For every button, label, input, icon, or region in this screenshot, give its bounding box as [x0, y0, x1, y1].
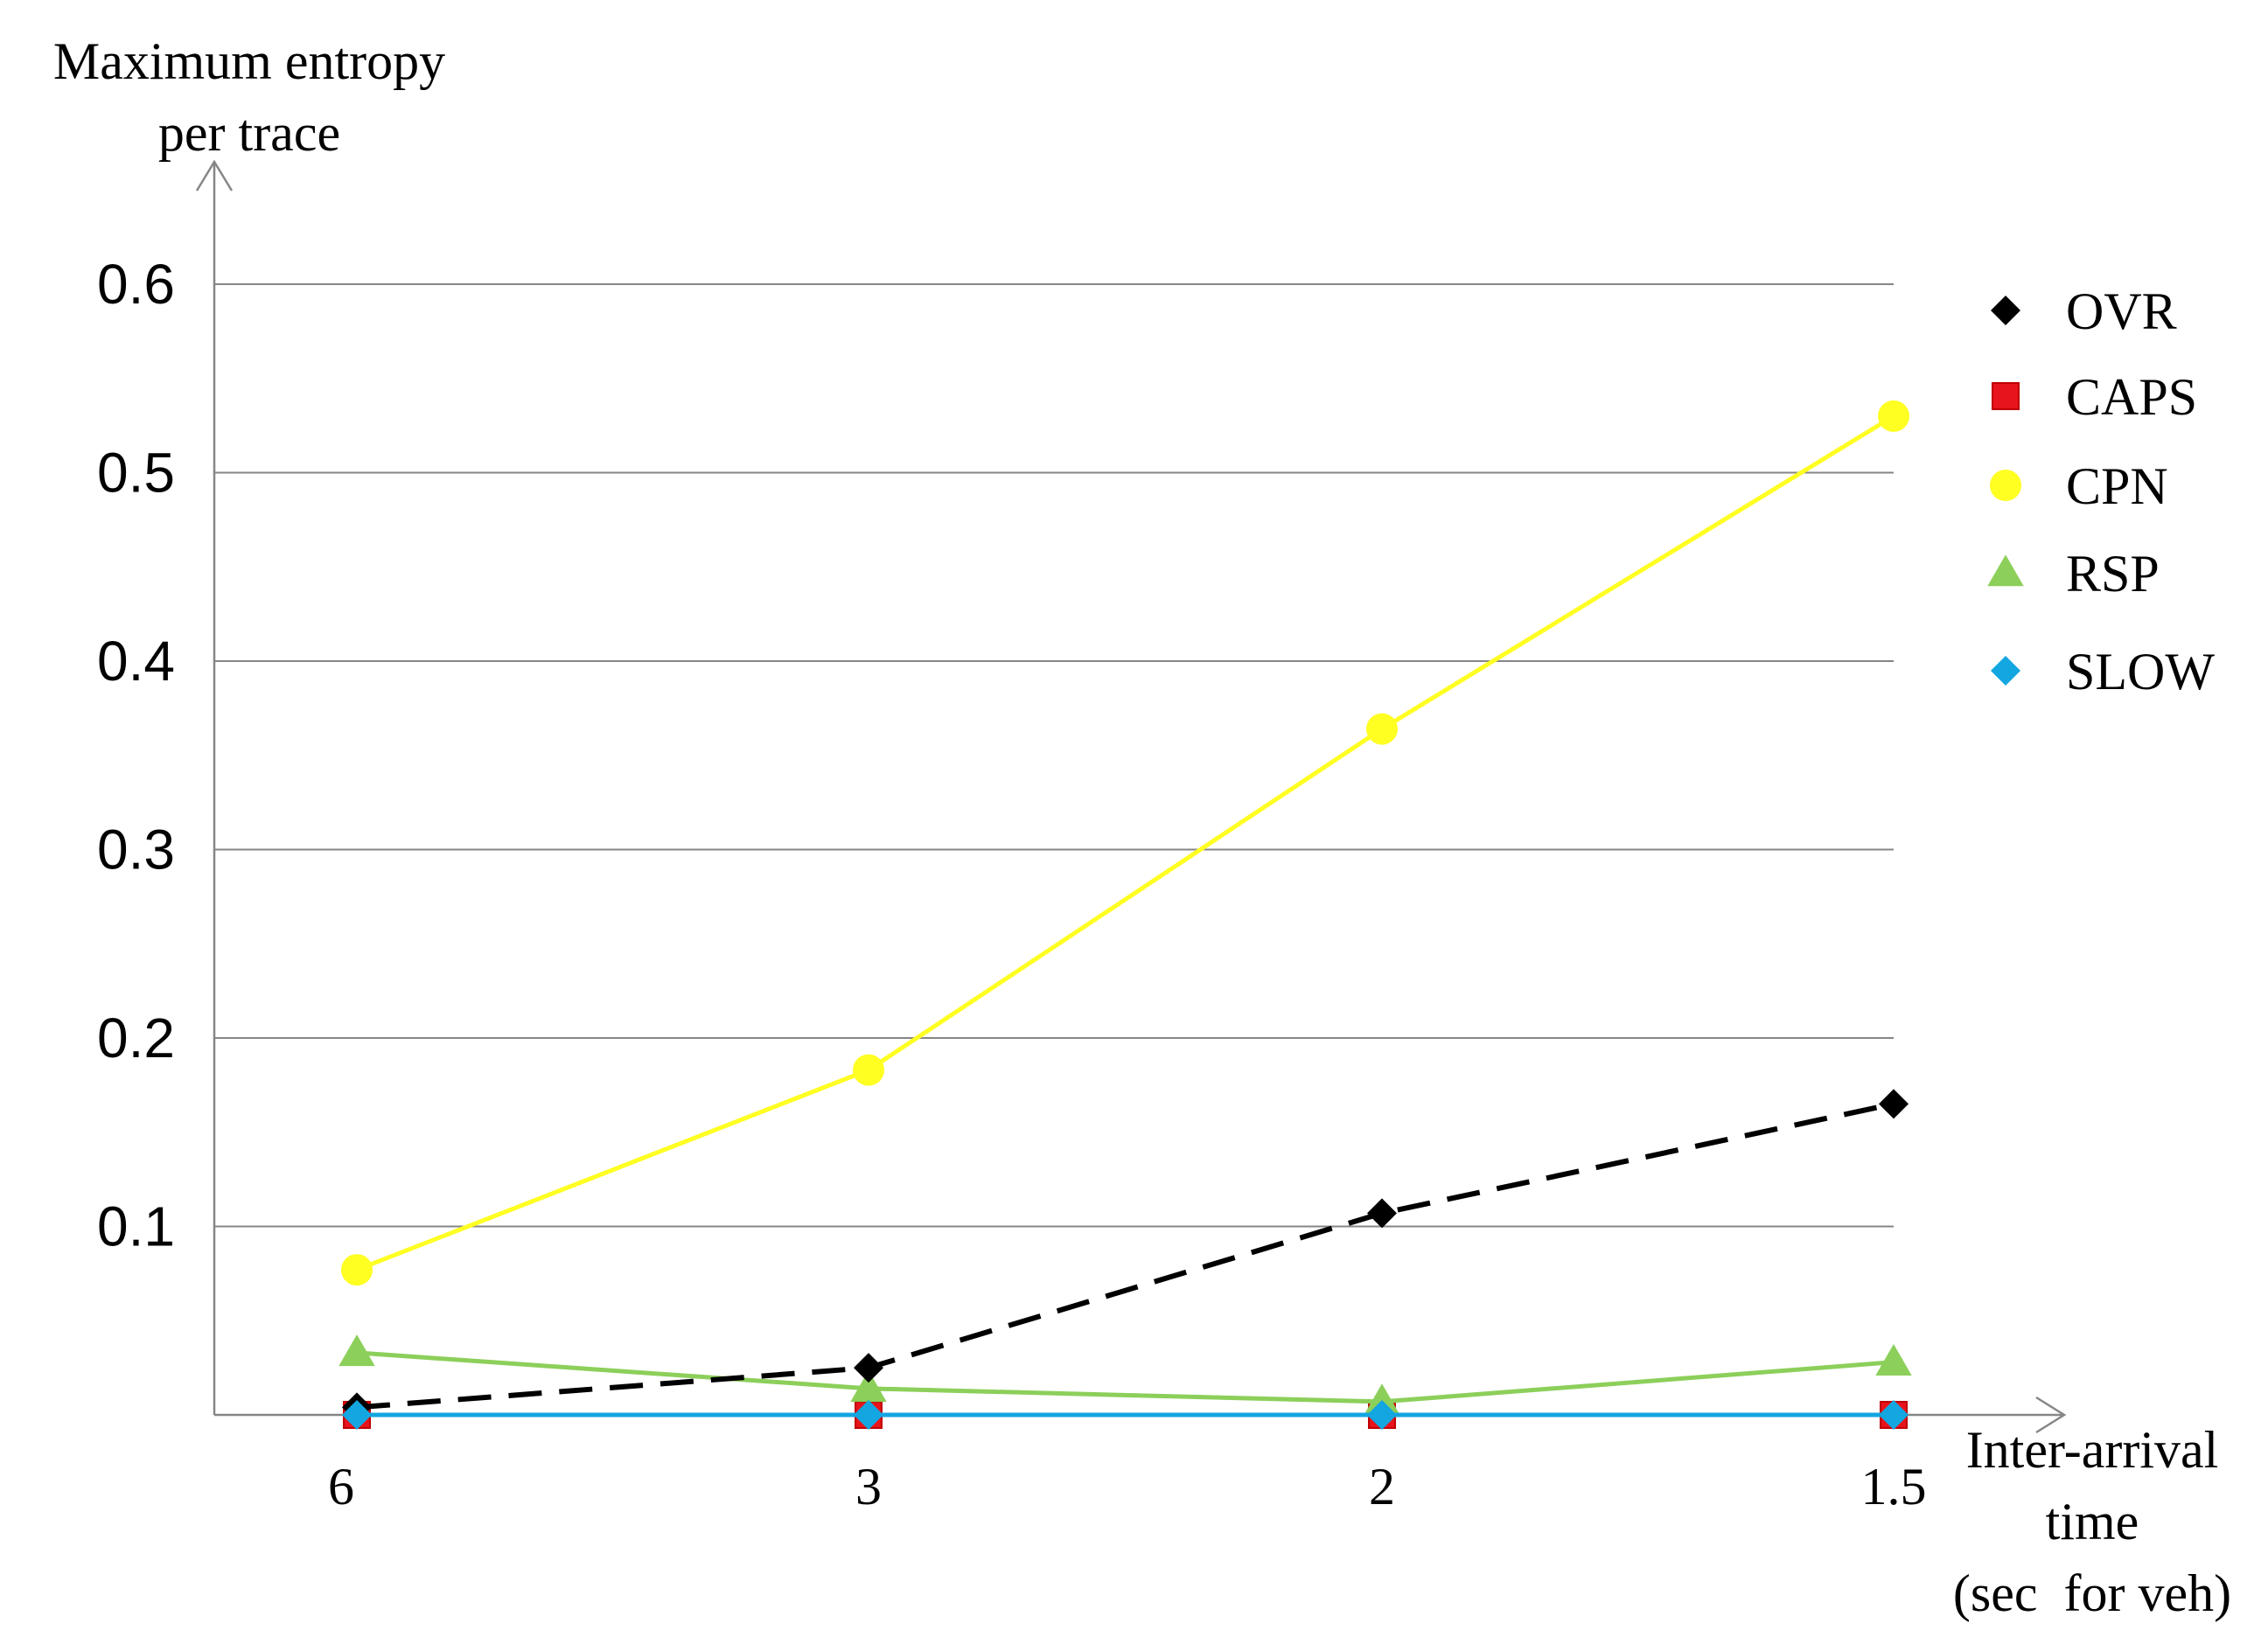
legend-marker-caps: [1992, 382, 2020, 410]
series-line: [356, 1350, 1895, 1404]
gridlines: [214, 283, 1894, 1228]
data-point: [1366, 713, 1398, 745]
y-tick-label: 0.4: [97, 630, 175, 693]
data-point: [1879, 1400, 1909, 1430]
data-point: [1367, 1400, 1397, 1430]
legend-label-caps: CAPS: [2066, 368, 2197, 426]
y-tick-label: 0.5: [97, 442, 175, 505]
data-point: [1367, 1198, 1397, 1229]
y-tick-label: 0.2: [97, 1007, 175, 1069]
legend-label-rsp: RSP: [2066, 545, 2160, 603]
data-point: [1878, 400, 1909, 432]
data-point: [338, 1334, 375, 1367]
x-tick-labels: 6 3 2 1.5: [328, 1458, 1927, 1515]
legend-marker-cpn: [1990, 470, 2021, 501]
y-axis-title-line-2: per trace: [158, 104, 340, 162]
data-point: [854, 1400, 883, 1430]
series-line: [356, 414, 1895, 1272]
series-cpn: [341, 400, 1909, 1286]
y-tick-label: 0.1: [97, 1195, 175, 1258]
data-point: [1364, 1383, 1400, 1416]
legend-marker-slow: [1991, 656, 2020, 686]
x-tick-label: 3: [855, 1458, 882, 1515]
x-axis-title-line-1: Inter-arrival: [1966, 1421, 2219, 1479]
y-tick-label: 0.6: [97, 253, 175, 316]
x-axis-arrow: [2035, 1396, 2067, 1434]
y-tick-labels: 0.1 0.2 0.3 0.4 0.5 0.6: [97, 253, 175, 1258]
series-line: [356, 1101, 1895, 1411]
y-axis-arrow: [195, 159, 234, 192]
legend-label-ovr: OVR: [2066, 282, 2177, 340]
legend: OVR CAPS CPN RSP SLOW: [1987, 282, 2215, 700]
series: [338, 400, 1912, 1430]
series-ovr: [342, 1089, 1909, 1423]
x-tick-label: 6: [328, 1458, 354, 1515]
data-point: [850, 1370, 887, 1403]
legend-marker-rsp: [1987, 554, 2024, 587]
data-point: [1875, 1343, 1912, 1376]
legend-label-slow: SLOW: [2066, 643, 2215, 700]
data-point: [1879, 1089, 1909, 1119]
legend-label-cpn: CPN: [2066, 457, 2168, 515]
axes: [195, 159, 2067, 1434]
y-axis-title-line-1: Maximum entropy: [53, 32, 445, 90]
y-tick-label: 0.3: [97, 819, 175, 881]
x-axis-title-line-2: time: [2046, 1493, 2139, 1550]
data-point: [853, 1054, 884, 1086]
legend-marker-ovr: [1991, 296, 2020, 325]
x-tick-label: 1.5: [1861, 1458, 1927, 1515]
data-point: [342, 1400, 372, 1430]
series-slow: [342, 1400, 1909, 1430]
series-rsp: [338, 1334, 1912, 1416]
x-axis-title-line-3: (sec for veh): [1953, 1564, 2231, 1622]
data-point: [854, 1353, 883, 1383]
x-tick-label: 2: [1369, 1458, 1395, 1515]
data-point: [341, 1254, 373, 1286]
